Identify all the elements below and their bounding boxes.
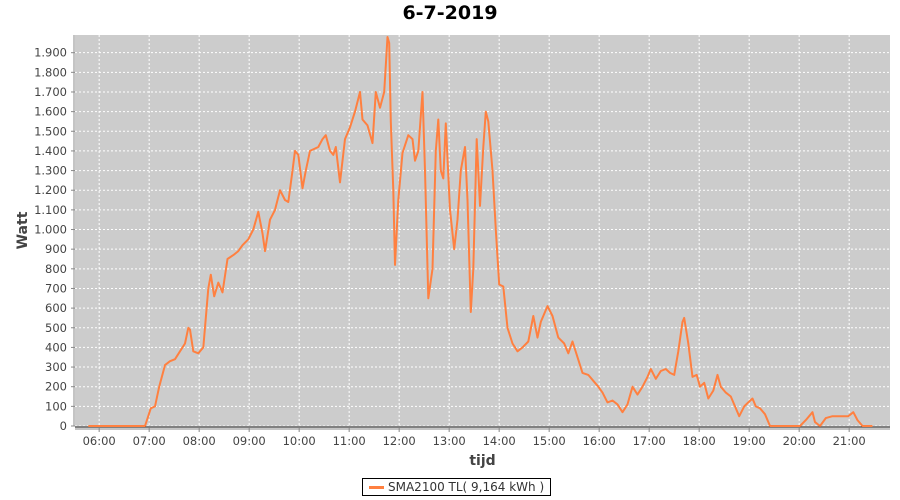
series-line (88, 36, 873, 427)
x-tick-label: 17:00 (633, 434, 666, 448)
x-tick-label: 07:00 (133, 434, 166, 448)
y-tick-label: 1.300 (34, 164, 67, 178)
y-tick-label: 200 (45, 380, 67, 394)
x-tick-label: 06:00 (83, 434, 116, 448)
legend-label: SMA2100 TL( 9,164 kWh ) (388, 480, 545, 494)
y-tick-label: 1.100 (34, 203, 67, 217)
x-tick-label: 16:00 (583, 434, 616, 448)
x-tick-label: 13:00 (433, 434, 466, 448)
x-tick-label: 09:00 (233, 434, 266, 448)
y-tick-label: 1.200 (34, 183, 67, 197)
legend-swatch (369, 485, 384, 489)
y-tick-label: 700 (45, 281, 67, 295)
x-tick-label: 20:00 (783, 434, 816, 448)
y-tick-label: 1.800 (34, 65, 67, 79)
y-tick-label: 100 (45, 399, 67, 413)
x-tick-label: 11:00 (333, 434, 366, 448)
y-tick-label: 600 (45, 301, 67, 315)
y-tick-label: 1.000 (34, 223, 67, 237)
y-tick-label: 1.900 (34, 46, 67, 60)
legend: SMA2100 TL( 9,164 kWh ) (362, 478, 552, 496)
y-tick-label: 400 (45, 340, 67, 354)
x-tick-label: 21:00 (833, 434, 866, 448)
x-tick-label: 19:00 (733, 434, 766, 448)
y-tick-label: 300 (45, 360, 67, 374)
x-tick-label: 08:00 (183, 434, 216, 448)
y-tick-label: 1.600 (34, 105, 67, 119)
x-tick-label: 15:00 (533, 434, 566, 448)
y-axis-label: Watt (15, 211, 31, 249)
chart-title: 6-7-2019 (402, 2, 498, 24)
x-tick-label: 10:00 (283, 434, 316, 448)
y-tick-label: 1.500 (34, 124, 67, 138)
y-tick-label: 800 (45, 262, 67, 276)
y-tick-label: 1.700 (34, 85, 67, 99)
plot-background (75, 35, 890, 426)
y-tick-label: 1.400 (34, 144, 67, 158)
y-tick-label: 0 (60, 419, 67, 433)
y-tick-label: 500 (45, 321, 67, 335)
x-tick-label: 14:00 (483, 434, 516, 448)
x-tick-label: 18:00 (683, 434, 716, 448)
x-tick-label: 12:00 (383, 434, 416, 448)
y-tick-label: 900 (45, 242, 67, 256)
x-axis-label: tijd (469, 453, 495, 469)
